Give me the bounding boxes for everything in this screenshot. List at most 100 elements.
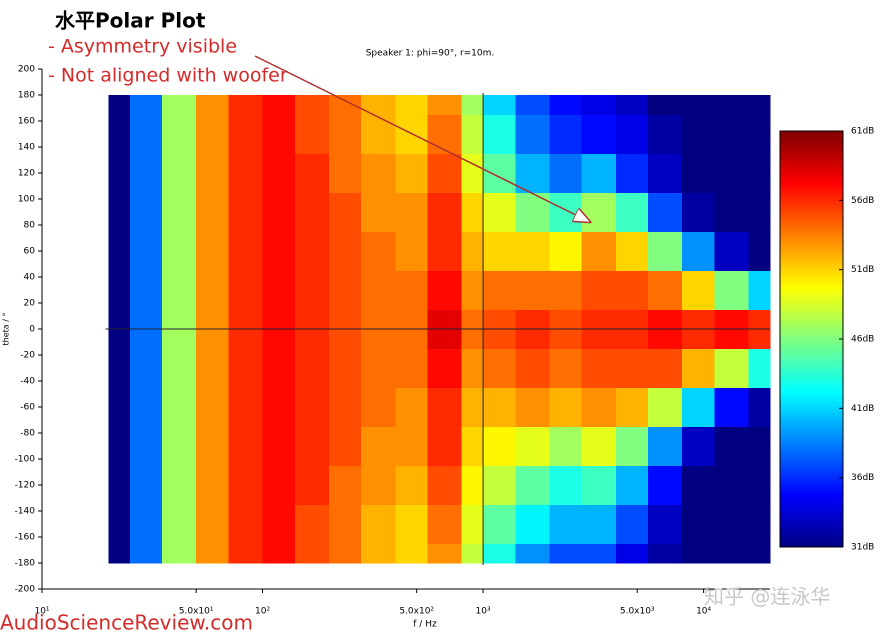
colorbar-swatch bbox=[780, 429, 843, 434]
heat-cell bbox=[748, 95, 771, 116]
heat-cell bbox=[427, 270, 463, 311]
heat-cell bbox=[748, 270, 771, 311]
heat-cell bbox=[483, 95, 516, 116]
y-tick-label: 20 bbox=[24, 299, 36, 309]
heat-cell bbox=[615, 192, 649, 233]
colorbar-swatch bbox=[780, 536, 843, 541]
heat-cell bbox=[615, 426, 649, 467]
y-tick-label: -60 bbox=[20, 403, 35, 413]
heat-cell bbox=[714, 192, 750, 233]
colorbar-swatch bbox=[780, 477, 843, 482]
x-tick-label: 5.0x10¹ bbox=[179, 607, 214, 617]
heat-cell bbox=[328, 426, 362, 467]
heat-cell bbox=[328, 231, 362, 272]
heat-cell bbox=[262, 543, 296, 564]
heat-cell bbox=[108, 270, 131, 311]
colorbar-swatch bbox=[780, 314, 843, 319]
heat-cell bbox=[515, 153, 551, 194]
heat-cell bbox=[748, 153, 771, 194]
colorbar-swatch bbox=[780, 186, 843, 191]
x-tick-label: 10¹ bbox=[34, 607, 49, 617]
heat-cell bbox=[427, 465, 463, 506]
heat-cell bbox=[108, 504, 131, 545]
colorbar-swatch bbox=[780, 436, 843, 441]
colorbar-swatch bbox=[780, 519, 843, 524]
colorbar-swatch bbox=[780, 131, 843, 136]
heat-cell bbox=[361, 114, 396, 155]
heat-cell bbox=[682, 543, 716, 564]
heat-cell bbox=[228, 348, 264, 389]
heat-cell bbox=[461, 387, 484, 428]
heat-cell bbox=[748, 387, 771, 428]
heat-cell bbox=[294, 114, 330, 155]
heat-cell bbox=[461, 153, 484, 194]
y-tick-label: -180 bbox=[15, 559, 36, 569]
heat-cell bbox=[395, 504, 429, 545]
heat-cell bbox=[361, 465, 396, 506]
heat-cell bbox=[615, 270, 649, 311]
title: 水平Polar Plot bbox=[55, 9, 206, 33]
heat-cell bbox=[262, 153, 296, 194]
colorbar-swatch bbox=[780, 203, 843, 208]
heat-cell bbox=[461, 95, 484, 116]
colorbar-swatch bbox=[780, 266, 843, 271]
heat-cell bbox=[328, 192, 362, 233]
heat-cell bbox=[615, 387, 649, 428]
colorbar-swatch bbox=[780, 300, 843, 305]
colorbar-swatch bbox=[780, 470, 843, 475]
heat-cell bbox=[196, 465, 229, 506]
heat-cell bbox=[483, 426, 516, 467]
watermark: 知乎 @连泳华 bbox=[704, 585, 830, 609]
heat-cell bbox=[161, 348, 197, 389]
heat-cell bbox=[129, 504, 163, 545]
colorbar-swatch bbox=[780, 276, 843, 281]
colorbar-swatch bbox=[780, 540, 843, 545]
heat-cell bbox=[748, 348, 771, 389]
heat-cell bbox=[294, 504, 330, 545]
heat-cell bbox=[682, 231, 716, 272]
heat-cell bbox=[196, 192, 229, 233]
heat-cell bbox=[108, 543, 131, 564]
heat-cell bbox=[515, 348, 551, 389]
heat-cell bbox=[483, 114, 516, 155]
heat-cell bbox=[461, 465, 484, 506]
colorbar-tick-label: 56dB bbox=[851, 196, 874, 206]
heat-cell bbox=[361, 348, 396, 389]
heat-cell bbox=[108, 426, 131, 467]
annotation: - Asymmetry visible bbox=[48, 36, 237, 58]
heat-cell bbox=[262, 192, 296, 233]
colorbar-swatch bbox=[780, 280, 843, 285]
heat-cell bbox=[581, 387, 617, 428]
colorbar-swatch bbox=[780, 394, 843, 399]
colorbar-swatch bbox=[780, 495, 843, 500]
colorbar-swatch bbox=[780, 217, 843, 222]
colorbar-swatch bbox=[780, 505, 843, 510]
y-tick-label: 80 bbox=[24, 221, 36, 231]
heat-cell bbox=[361, 543, 396, 564]
heat-cell bbox=[262, 426, 296, 467]
colorbar-swatch bbox=[780, 474, 843, 479]
heat-cell bbox=[262, 465, 296, 506]
y-tick-label: -80 bbox=[20, 429, 35, 439]
colorbar-swatch bbox=[780, 380, 843, 385]
heat-cell bbox=[461, 114, 484, 155]
y-tick-label: -20 bbox=[20, 351, 35, 361]
heat-cell bbox=[196, 504, 229, 545]
heat-cell bbox=[648, 543, 683, 564]
y-tick-label: -120 bbox=[15, 481, 36, 491]
heat-cell bbox=[228, 504, 264, 545]
heat-cell bbox=[328, 114, 362, 155]
heat-cell bbox=[648, 192, 683, 233]
heat-cell bbox=[228, 270, 264, 311]
heat-cell bbox=[714, 231, 750, 272]
heat-cell bbox=[262, 270, 296, 311]
colorbar-tick-label: 41dB bbox=[851, 404, 874, 414]
heat-cell bbox=[161, 504, 197, 545]
colorbar-swatch bbox=[780, 148, 843, 153]
heat-cell bbox=[294, 348, 330, 389]
heat-cell bbox=[682, 153, 716, 194]
heat-cell bbox=[395, 348, 429, 389]
heat-cell bbox=[228, 114, 264, 155]
colorbar-swatch bbox=[780, 311, 843, 316]
heat-cell bbox=[648, 387, 683, 428]
